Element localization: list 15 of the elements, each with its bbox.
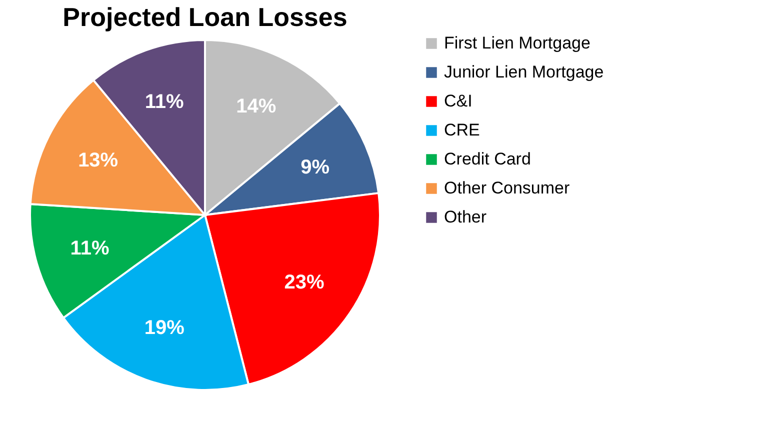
data-label: 13%	[78, 150, 118, 172]
legend-label: CRE	[444, 120, 480, 140]
legend-label: First Lien Mortgage	[444, 34, 590, 52]
data-label: 11%	[144, 91, 184, 114]
chart-title: Projected Loan Losses	[62, 2, 348, 32]
data-label: 23%	[284, 271, 324, 294]
data-label: 19%	[144, 316, 185, 339]
data-label: 14%	[236, 95, 276, 118]
legend-label: Other	[444, 208, 487, 226]
legend-label: C&I	[444, 92, 472, 110]
legend-label: Junior Lien Mortgage	[444, 62, 604, 82]
legend-label: Other Consumer	[444, 178, 570, 198]
legend-label: Credit Card	[444, 150, 531, 168]
data-label: 9%	[300, 156, 330, 178]
data-label: 11%	[70, 237, 110, 260]
